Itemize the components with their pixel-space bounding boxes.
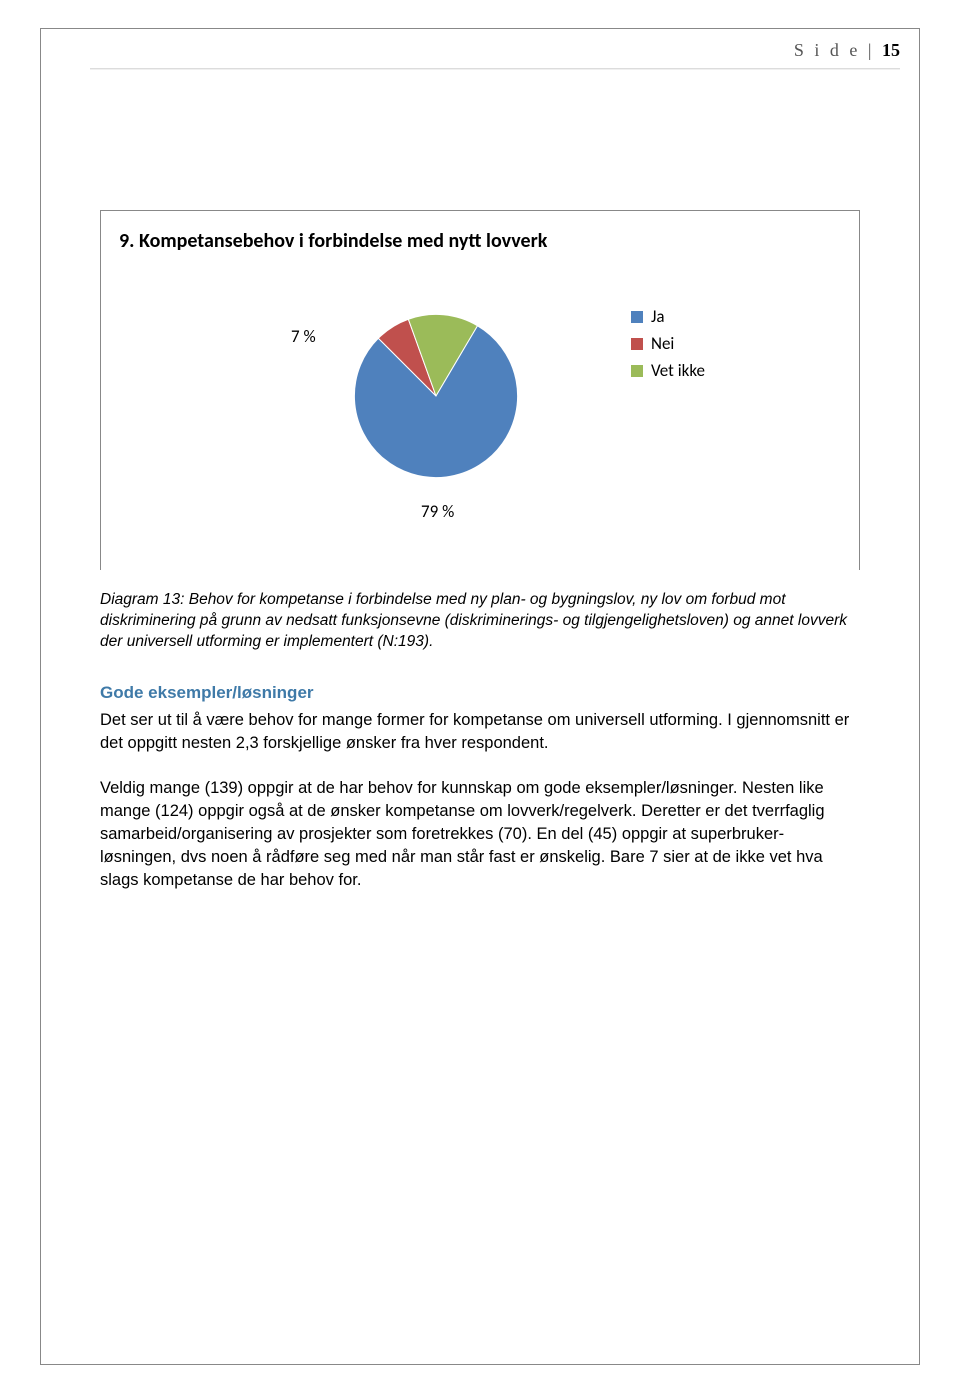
page-header: S i d e | 15 <box>794 40 900 61</box>
pie-slice-label-ja: 79 % <box>421 501 454 522</box>
header-label-text: S i d e | <box>794 40 875 60</box>
legend-swatch-ja <box>631 311 643 323</box>
legend-label-vetikke: Vet ikke <box>651 360 705 381</box>
legend-swatch-vetikke <box>631 365 643 377</box>
legend-item-ja: Ja <box>631 306 705 327</box>
pie-svg <box>351 311 521 481</box>
legend-item-vetikke: Vet ikke <box>631 360 705 381</box>
pie-slice-label-nei: 7 % <box>291 326 316 347</box>
page-number: 15 <box>882 40 900 60</box>
content-area: Diagram 13: Behov for kompetanse i forbi… <box>100 590 860 914</box>
chart-legend: Ja Nei Vet ikke <box>631 306 705 387</box>
pie-chart-container: 9. Kompetansebehov i forbindelse med nyt… <box>100 210 860 570</box>
header-label: S i d e | 15 <box>794 40 900 60</box>
section-heading: Gode eksempler/løsninger <box>100 683 860 703</box>
pie-chart <box>351 311 521 481</box>
legend-item-nei: Nei <box>631 333 705 354</box>
figure-caption: Diagram 13: Behov for kompetanse i forbi… <box>100 590 860 653</box>
legend-label-ja: Ja <box>651 306 665 327</box>
chart-title: 9. Kompetansebehov i forbindelse med nyt… <box>101 211 859 253</box>
legend-swatch-nei <box>631 338 643 350</box>
body-paragraph-1: Det ser ut til å være behov for mange fo… <box>100 709 860 755</box>
header-rule <box>90 68 900 70</box>
body-paragraph-2: Veldig mange (139) oppgir at de har beho… <box>100 777 860 892</box>
legend-label-nei: Nei <box>651 333 674 354</box>
